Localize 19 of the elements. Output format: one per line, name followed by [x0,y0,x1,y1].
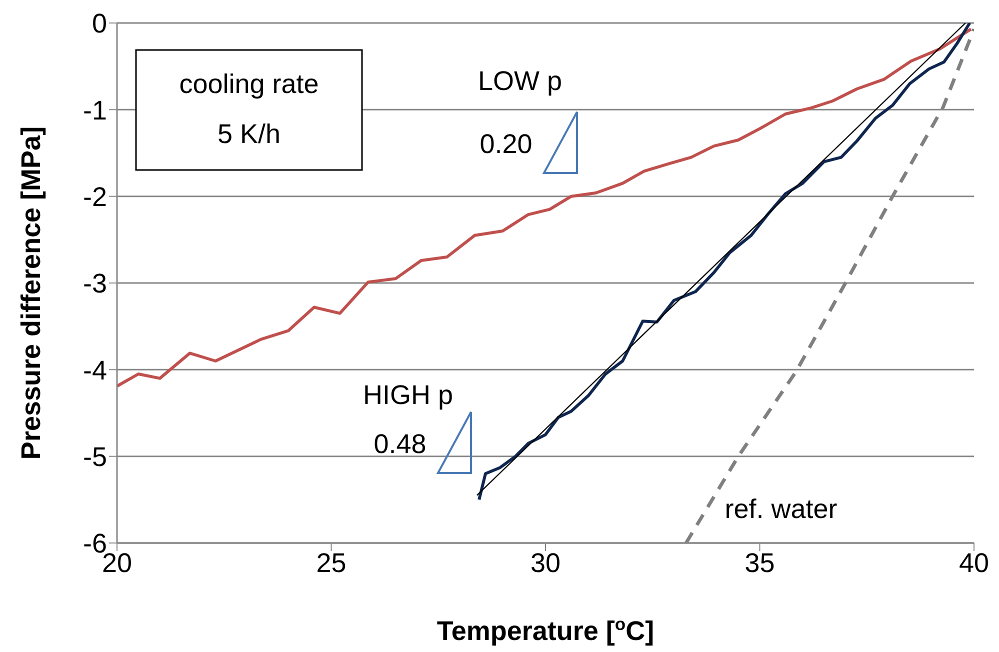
annotation: 0.20 [480,129,532,159]
annotation: ref. water [724,494,838,524]
annotation: 0.48 [374,429,426,459]
annotation: 5 K/h [217,119,281,149]
y-tick-label: -1 [82,95,107,126]
x-axis-title: Temperature [$^{o}$C] [436,614,654,646]
y-tick-label: -2 [82,182,107,212]
annotation: cooling rate [179,69,319,99]
x-tick-label: 35 [744,548,775,578]
annotation: LOW p [478,66,562,96]
annotation: HIGH p [362,380,454,410]
x-tick-label: 25 [316,548,346,578]
x-tick-label: 30 [530,548,561,578]
y-tick-label: -3 [82,268,107,299]
y-axis-title: Pressure difference [MPa] [16,126,46,460]
y-tick-label: 0 [92,8,107,39]
x-tick-label: 40 [958,548,990,578]
y-tick-label: -5 [82,442,107,472]
y-tick-label: -4 [82,355,107,386]
